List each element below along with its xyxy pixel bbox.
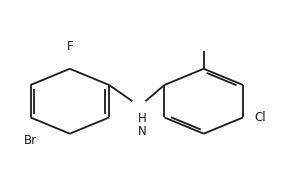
- Text: F: F: [67, 40, 73, 53]
- Text: Br: Br: [24, 134, 37, 147]
- Text: Cl: Cl: [255, 111, 266, 124]
- Text: H
N: H N: [138, 112, 146, 138]
